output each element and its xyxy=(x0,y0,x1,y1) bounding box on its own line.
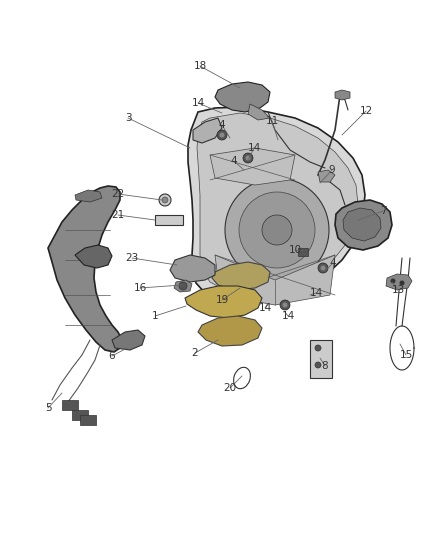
Polygon shape xyxy=(62,400,78,410)
Text: 8: 8 xyxy=(321,361,328,371)
Polygon shape xyxy=(48,186,122,352)
Circle shape xyxy=(262,215,292,245)
Circle shape xyxy=(318,263,328,273)
Polygon shape xyxy=(112,330,145,350)
Polygon shape xyxy=(193,118,222,143)
Polygon shape xyxy=(386,274,412,290)
Text: 14: 14 xyxy=(281,311,295,321)
Circle shape xyxy=(283,303,287,308)
Polygon shape xyxy=(335,200,392,250)
Text: 1: 1 xyxy=(152,311,158,321)
Polygon shape xyxy=(174,280,192,292)
Circle shape xyxy=(280,300,290,310)
Polygon shape xyxy=(197,113,358,293)
Text: 23: 23 xyxy=(125,253,138,263)
Circle shape xyxy=(315,345,321,351)
Text: 7: 7 xyxy=(380,206,386,216)
Text: 10: 10 xyxy=(289,245,301,255)
Text: 13: 13 xyxy=(392,285,405,295)
Circle shape xyxy=(321,265,325,271)
Polygon shape xyxy=(215,82,270,112)
Text: 14: 14 xyxy=(309,288,323,298)
Circle shape xyxy=(315,362,321,368)
Polygon shape xyxy=(335,90,350,100)
Text: 18: 18 xyxy=(193,61,207,71)
Text: 11: 11 xyxy=(265,116,279,126)
Circle shape xyxy=(179,282,187,290)
Text: 2: 2 xyxy=(192,348,198,358)
Polygon shape xyxy=(343,208,381,241)
Polygon shape xyxy=(188,107,365,303)
Circle shape xyxy=(159,194,171,206)
Text: 3: 3 xyxy=(125,113,131,123)
Text: 22: 22 xyxy=(111,189,125,199)
Text: 9: 9 xyxy=(328,165,336,175)
FancyBboxPatch shape xyxy=(310,340,332,378)
Polygon shape xyxy=(210,148,295,185)
Text: 14: 14 xyxy=(191,98,205,108)
Circle shape xyxy=(225,178,329,282)
Polygon shape xyxy=(318,170,335,182)
FancyBboxPatch shape xyxy=(155,215,183,225)
Text: 15: 15 xyxy=(399,350,413,360)
Text: 12: 12 xyxy=(359,106,373,116)
Text: 16: 16 xyxy=(134,283,147,293)
Polygon shape xyxy=(298,248,308,256)
Circle shape xyxy=(217,130,227,140)
Polygon shape xyxy=(72,410,88,420)
Polygon shape xyxy=(75,245,112,268)
Text: 20: 20 xyxy=(223,383,237,393)
Polygon shape xyxy=(75,190,102,202)
Circle shape xyxy=(391,279,396,284)
Polygon shape xyxy=(248,104,270,120)
Circle shape xyxy=(246,156,251,160)
Polygon shape xyxy=(170,255,215,282)
Circle shape xyxy=(162,197,168,203)
Polygon shape xyxy=(185,286,262,318)
Text: 4: 4 xyxy=(231,156,237,166)
Circle shape xyxy=(239,192,315,268)
Text: 19: 19 xyxy=(215,295,229,305)
Circle shape xyxy=(219,133,225,138)
Circle shape xyxy=(399,280,405,286)
Text: 14: 14 xyxy=(247,143,261,153)
Text: 4: 4 xyxy=(219,120,225,130)
Polygon shape xyxy=(215,255,335,305)
Circle shape xyxy=(243,153,253,163)
Polygon shape xyxy=(80,415,96,425)
Polygon shape xyxy=(212,262,270,290)
Text: 14: 14 xyxy=(258,303,272,313)
Text: 4: 4 xyxy=(330,258,336,268)
Text: 5: 5 xyxy=(45,403,51,413)
Text: 6: 6 xyxy=(109,351,115,361)
Text: 21: 21 xyxy=(111,210,125,220)
Polygon shape xyxy=(198,316,262,346)
